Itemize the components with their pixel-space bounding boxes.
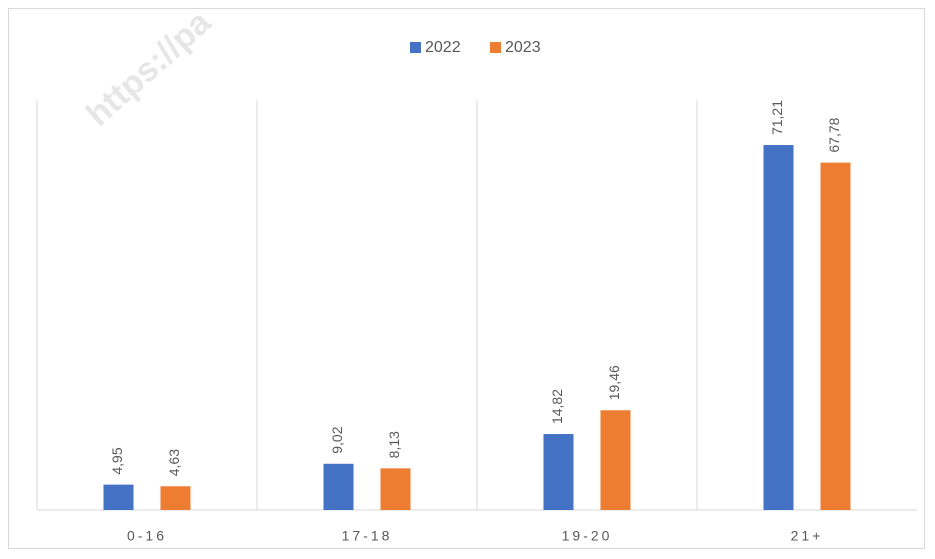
bar: [763, 145, 794, 510]
data-label: 19,46: [606, 365, 622, 400]
data-label: 8,13: [386, 431, 402, 458]
legend-swatch: [410, 42, 421, 53]
data-label: 4,63: [166, 449, 182, 476]
data-label: 71,21: [769, 100, 785, 135]
bar: [820, 162, 851, 510]
legend-swatch: [490, 42, 501, 53]
legend-label: 2023: [505, 39, 541, 56]
x-tick-label: 19-20: [562, 528, 613, 544]
bar: [323, 463, 354, 510]
bar: [543, 434, 574, 510]
x-tick-label: 0-16: [127, 528, 167, 544]
bar: [380, 468, 411, 510]
legend-label: 2022: [425, 39, 461, 56]
data-label: 9,02: [329, 426, 345, 453]
data-label: 4,95: [109, 447, 125, 474]
bar: [600, 410, 631, 510]
data-label: 67,78: [826, 117, 842, 152]
bar: [103, 484, 134, 510]
x-tick-label: 17-18: [342, 528, 393, 544]
x-tick-label: 21+: [791, 528, 824, 544]
data-label: 14,82: [549, 389, 565, 424]
bar: [160, 486, 191, 510]
